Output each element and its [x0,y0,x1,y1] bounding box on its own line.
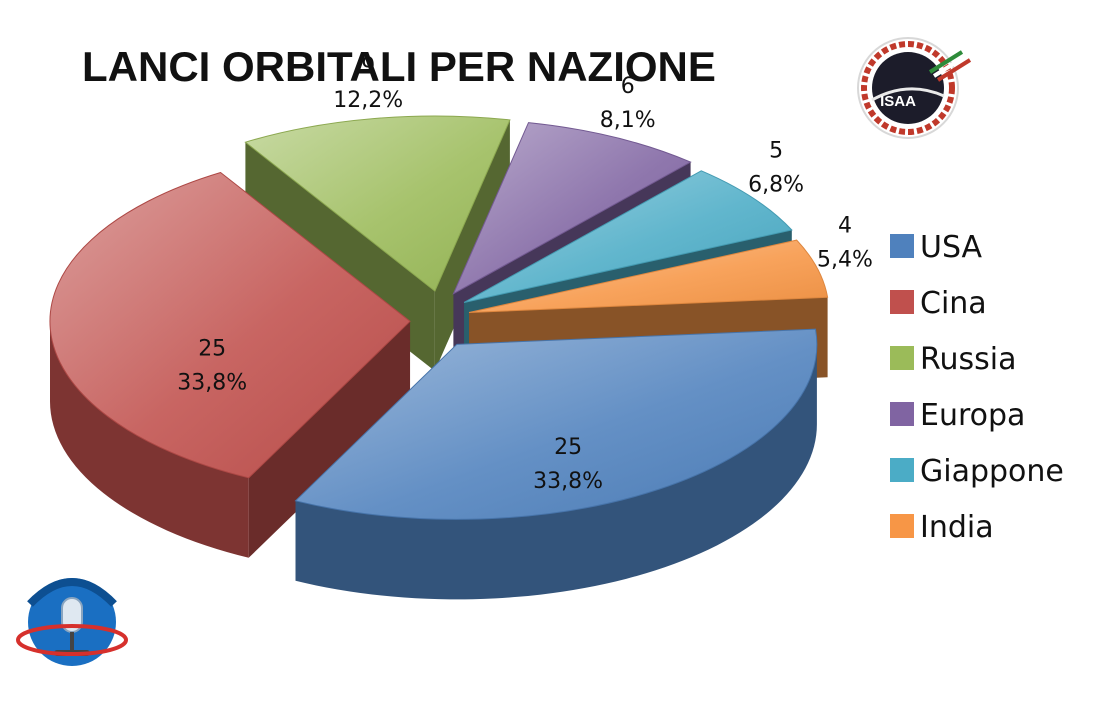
pie-data-labels: 25 33,8% 25 33,8% 9 12,2% 6 8,1% 5 6,8% 4 5,4% [177,54,873,494]
radio-microphone-logo-icon [16,578,128,666]
data-label-percent-europa: 8,1% [600,108,656,133]
legend-label-europa: Europa [920,398,1025,433]
legend-swatch-russia [890,346,914,370]
isaa-logo-text: ISAA [880,93,916,110]
slice-side-cina [49,321,249,558]
slice-usa [294,328,818,520]
legend-label-usa: USA [920,230,983,265]
slice-cina [49,171,411,479]
legend-label-giappone: Giappone [920,454,1064,489]
data-label-percent-india: 5,4% [817,248,873,273]
data-label-value-giappone: 5 [769,139,783,164]
isaa-logo-icon: ISAA [857,37,972,139]
legend-label-russia: Russia [920,342,1017,377]
data-label-percent-russia: 12,2% [333,88,403,113]
data-label-value-europa: 6 [621,74,635,99]
slice-wall-cina [248,321,411,558]
chart-legend: USA Cina Russia Europa Giappone India [890,230,1064,545]
data-label-percent-usa: 33,8% [533,469,603,494]
data-label-value-usa: 25 [554,435,582,460]
legend-label-cina: Cina [920,286,987,321]
data-label-percent-giappone: 6,8% [748,173,804,198]
legend-swatch-europa [890,402,914,426]
legend-swatch-india [890,514,914,538]
slice-giappone [463,170,793,303]
slice-europa [452,122,692,295]
slice-side-usa [295,344,817,600]
legend-label-india: India [920,510,994,545]
chart-title: LANCI ORBITALI PER NAZIONE [82,43,716,90]
data-label-percent-cina: 33,8% [177,371,247,396]
slice-india [468,239,829,314]
data-label-value-cina: 25 [198,337,226,362]
pie-plot [49,115,829,600]
data-label-value-russia: 9 [361,54,375,79]
legend-swatch-cina [890,290,914,314]
legend-swatch-usa [890,234,914,258]
data-label-value-india: 4 [838,214,852,239]
slice-russia [244,115,511,292]
legend-swatch-giappone [890,458,914,482]
